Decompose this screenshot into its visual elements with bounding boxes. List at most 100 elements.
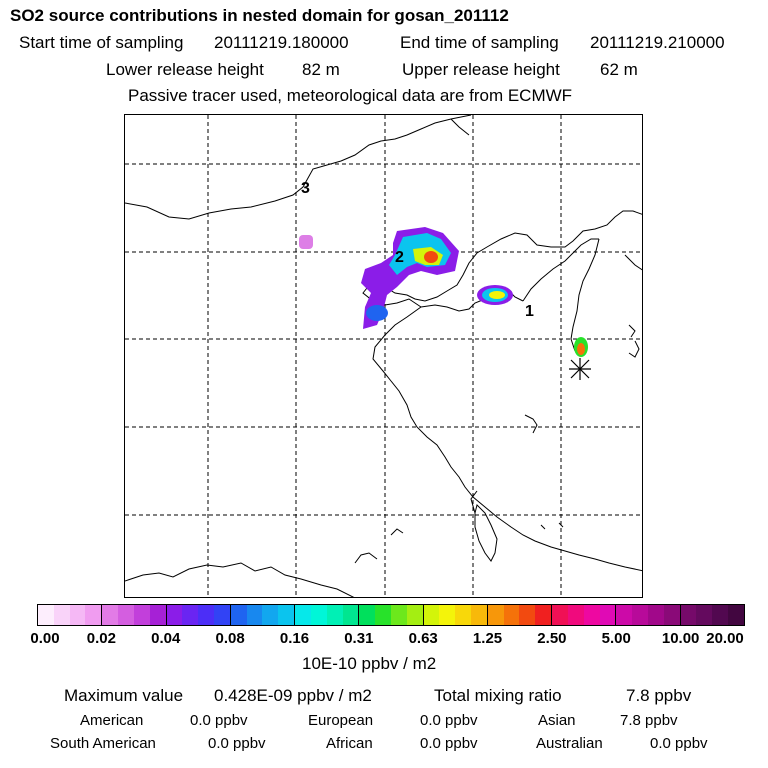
legend-swatch: [118, 605, 134, 625]
legend-swatch: [503, 605, 520, 625]
legend-swatch: [166, 605, 183, 625]
legend-segment: [38, 605, 103, 625]
max-value-label: Maximum value: [64, 686, 184, 705]
legend-segment: [423, 605, 488, 625]
source-label-2: 2: [395, 249, 404, 266]
total-mixing-value: 7.8 ppbv: [626, 686, 692, 705]
start-time-value: 20111219.180000: [214, 33, 349, 52]
legend-swatch: [85, 605, 102, 625]
legend-swatch: [38, 605, 54, 625]
region-name-african: African: [326, 735, 373, 752]
legend-swatch: [149, 605, 166, 625]
legend-tick-label: 20.00: [706, 630, 744, 647]
legend-tick-label: 5.00: [601, 630, 631, 647]
plume-patch-south: [366, 305, 388, 321]
legend-swatch: [632, 605, 649, 625]
legend-swatch: [552, 605, 568, 625]
coastlines: [125, 115, 642, 597]
plume-core-bohai-yellow: [489, 291, 505, 299]
legend-swatch: [326, 605, 343, 625]
tracer-note: Passive tracer used, meteorological data…: [128, 86, 573, 105]
region-name-south-american: South American: [50, 735, 156, 752]
plume-patch-west: [299, 235, 313, 249]
legend-swatch: [102, 605, 119, 625]
legend-segment: [487, 605, 553, 625]
total-mixing-label: Total mixing ratio: [434, 686, 562, 705]
legend-tick-label: 0.16: [279, 630, 310, 647]
legend-segment: [359, 605, 424, 625]
legend-segment: [616, 605, 681, 625]
end-time-value: 20111219.210000: [590, 33, 725, 52]
legend-unit: 10E-10 ppbv / m2: [302, 654, 437, 673]
legend-swatch: [599, 605, 616, 625]
upper-release-value: 62 m: [600, 60, 638, 79]
legend-segment: [230, 605, 296, 625]
legend-swatch: [487, 605, 504, 625]
legend-swatch: [471, 605, 487, 625]
legend-swatch: [712, 605, 729, 625]
region-name-australian: Australian: [536, 735, 603, 752]
legend-swatch: [310, 605, 327, 625]
region-value-south-american: 0.0 ppbv: [208, 735, 266, 752]
region-value-american: 0.0 ppbv: [190, 712, 248, 729]
legend-tick-label: 0.00: [30, 630, 60, 647]
legend-swatch: [133, 605, 150, 625]
legend-swatch: [342, 605, 359, 625]
legend-swatch: [680, 605, 697, 625]
legend-swatch: [390, 605, 407, 625]
source-label-1: 1: [525, 303, 534, 320]
legend-swatch: [439, 605, 456, 625]
region-value-european: 0.0 ppbv: [420, 712, 478, 729]
legend-swatch: [246, 605, 263, 625]
plume-field: [299, 227, 588, 357]
region-value-african: 0.0 ppbv: [420, 735, 478, 752]
legend-tick-label: 1.25: [472, 630, 503, 647]
end-time-label: End time of sampling: [400, 33, 559, 52]
legend-swatch: [728, 605, 744, 625]
region-name-european: European: [308, 712, 374, 729]
legend-swatch: [213, 605, 230, 625]
legend-tick-label: 0.04: [151, 630, 181, 647]
legend-swatch: [423, 605, 440, 625]
map-panel: 3 2 1: [124, 114, 643, 598]
legend-swatch: [455, 605, 472, 625]
legend-segment: [552, 605, 617, 625]
gosan-receptor-star: [569, 358, 591, 380]
source-label-3: 3: [301, 180, 310, 197]
legend-tick-label: 0.31: [344, 630, 374, 647]
region-value-australian: 0.0 ppbv: [650, 735, 708, 752]
legend-swatch: [648, 605, 664, 625]
legend-swatch: [519, 605, 536, 625]
legend-tick-label: 10.00: [661, 630, 700, 647]
legend-segment: [680, 605, 744, 625]
legend-tick-label: 0.63: [408, 630, 438, 647]
legend-segment: [102, 605, 167, 625]
map-canvas: 3 2 1: [125, 115, 642, 597]
legend-swatch: [295, 605, 311, 625]
lower-release-label: Lower release height: [106, 60, 264, 79]
max-value: 0.428E-09 ppbv / m2: [214, 686, 372, 705]
legend-swatch: [198, 605, 214, 625]
legend-tick-label: 0.08: [215, 630, 245, 647]
region-name-american: American: [80, 712, 144, 729]
legend-swatch: [69, 605, 86, 625]
region-value-asian: 7.8 ppbv: [620, 712, 678, 729]
legend-swatch: [406, 605, 423, 625]
legend-segment: [166, 605, 231, 625]
legend-swatch: [278, 605, 295, 625]
legend-swatch: [696, 605, 713, 625]
legend-tick-label: 2.50: [537, 630, 567, 647]
legend-swatch: [230, 605, 247, 625]
legend-swatch: [262, 605, 279, 625]
legend-swatch: [182, 605, 199, 625]
legend-swatch: [583, 605, 600, 625]
legend-swatch: [375, 605, 391, 625]
plume-core-korea: [577, 343, 585, 355]
region-name-asian: Asian: [538, 712, 576, 729]
legend-swatch: [663, 605, 680, 625]
legend-swatch: [535, 605, 552, 625]
lower-release-value: 82 m: [302, 60, 340, 79]
chart-title: SO2 source contributions in nested domai…: [10, 6, 509, 25]
upper-release-label: Upper release height: [402, 60, 560, 79]
legend-segment: [295, 605, 360, 625]
